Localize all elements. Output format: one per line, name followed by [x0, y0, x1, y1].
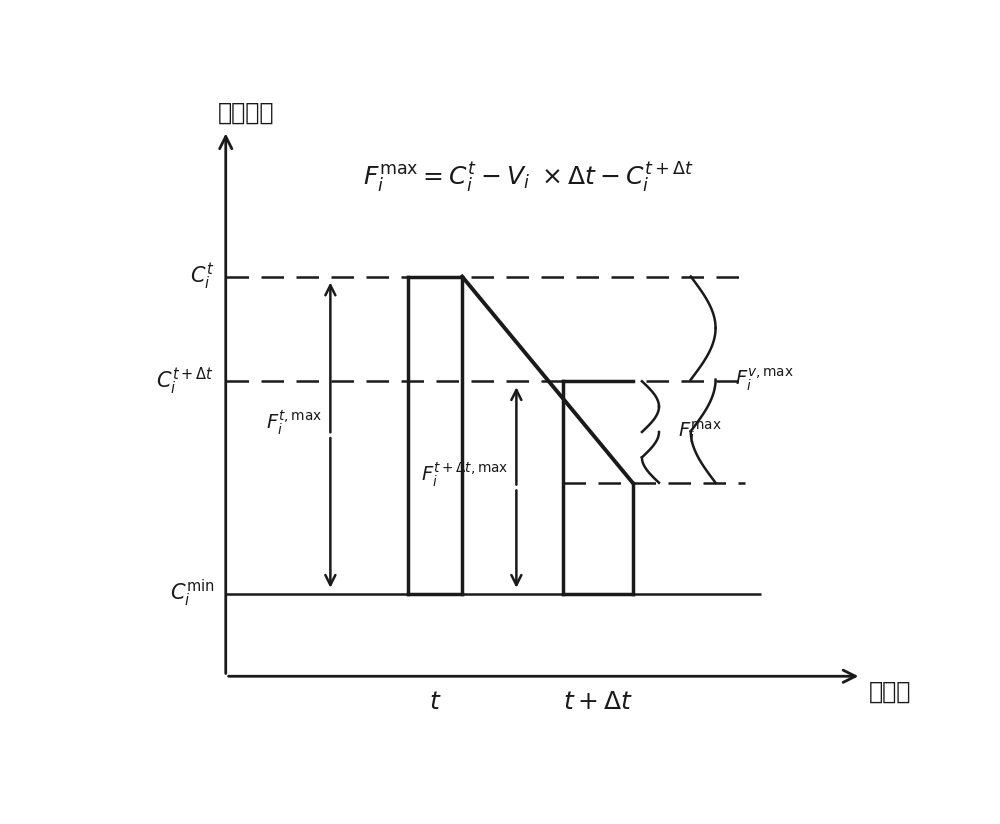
Text: $C_i^{t}$: $C_i^{t}$ [190, 261, 214, 292]
Text: $C_i^{\min}$: $C_i^{\min}$ [170, 578, 214, 610]
Text: $F_i^{t+\Delta t,\mathrm{max}}$: $F_i^{t+\Delta t,\mathrm{max}}$ [421, 461, 509, 489]
Text: $F_i^{\mathrm{max}}$: $F_i^{\mathrm{max}}$ [678, 419, 722, 445]
Text: 时间轴: 时间轴 [869, 680, 911, 704]
Text: $F_i^{\mathrm{max}} = C_i^{t} - V_i\ \times \Delta t - C_i^{t+\Delta t}$: $F_i^{\mathrm{max}} = C_i^{t} - V_i\ \ti… [363, 161, 693, 195]
Text: $C_i^{t+\Delta t}$: $C_i^{t+\Delta t}$ [156, 366, 214, 397]
Text: $t$: $t$ [429, 690, 441, 714]
Text: $F_i^{t,\mathrm{max}}$: $F_i^{t,\mathrm{max}}$ [266, 408, 323, 437]
Text: 功率出力: 功率出力 [218, 101, 274, 124]
Text: $F_i^{v,\mathrm{max}}$: $F_i^{v,\mathrm{max}}$ [735, 367, 794, 393]
Text: $t + \Delta t$: $t + \Delta t$ [563, 690, 633, 714]
